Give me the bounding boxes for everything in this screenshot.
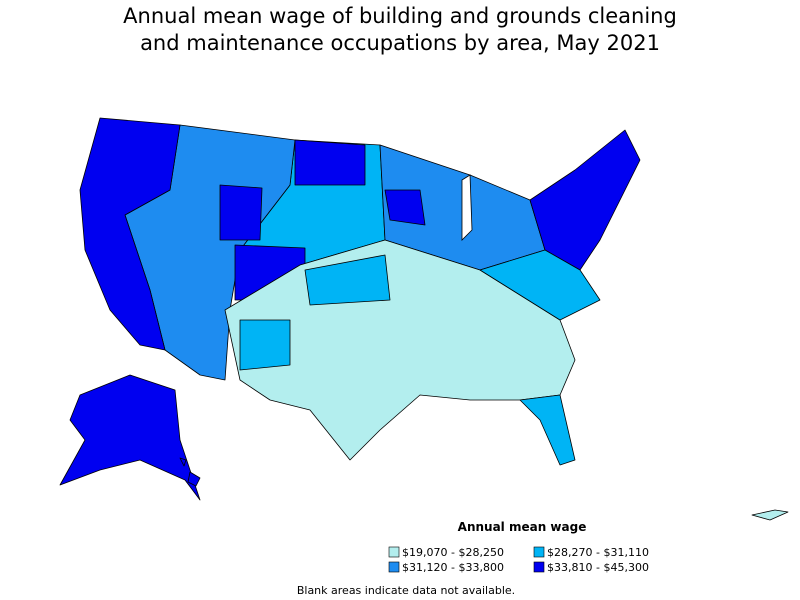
region [187,471,201,487]
title-line: and maintenance occupations by area, May… [140,31,660,55]
region [529,129,641,271]
region [384,189,426,226]
legend-swatch [533,546,545,558]
legend-label: $33,810 - $45,300 [547,561,649,574]
lake-michigan [461,174,473,241]
region [751,509,789,521]
legend-swatch [533,561,545,573]
region [304,254,391,306]
legend-label: $31,120 - $33,800 [402,561,504,574]
us-map [59,117,789,521]
legend-label: $19,070 - $28,250 [402,546,504,559]
region [479,249,601,321]
legend-title: Annual mean wage [458,520,587,534]
region [294,139,366,186]
footnote: Blank areas indicate data not available. [297,584,515,597]
region [239,319,291,371]
region [219,184,263,241]
legend: Annual mean wage $19,070 - $28,250 $28,2… [388,520,649,574]
region [179,457,187,467]
legend-swatch [388,546,400,558]
region [59,374,201,501]
title-line: Annual mean wage of building and grounds… [123,4,677,28]
region [79,117,181,351]
legend-label: $28,270 - $31,110 [547,546,649,559]
legend-swatch [388,561,400,573]
region [519,394,576,466]
